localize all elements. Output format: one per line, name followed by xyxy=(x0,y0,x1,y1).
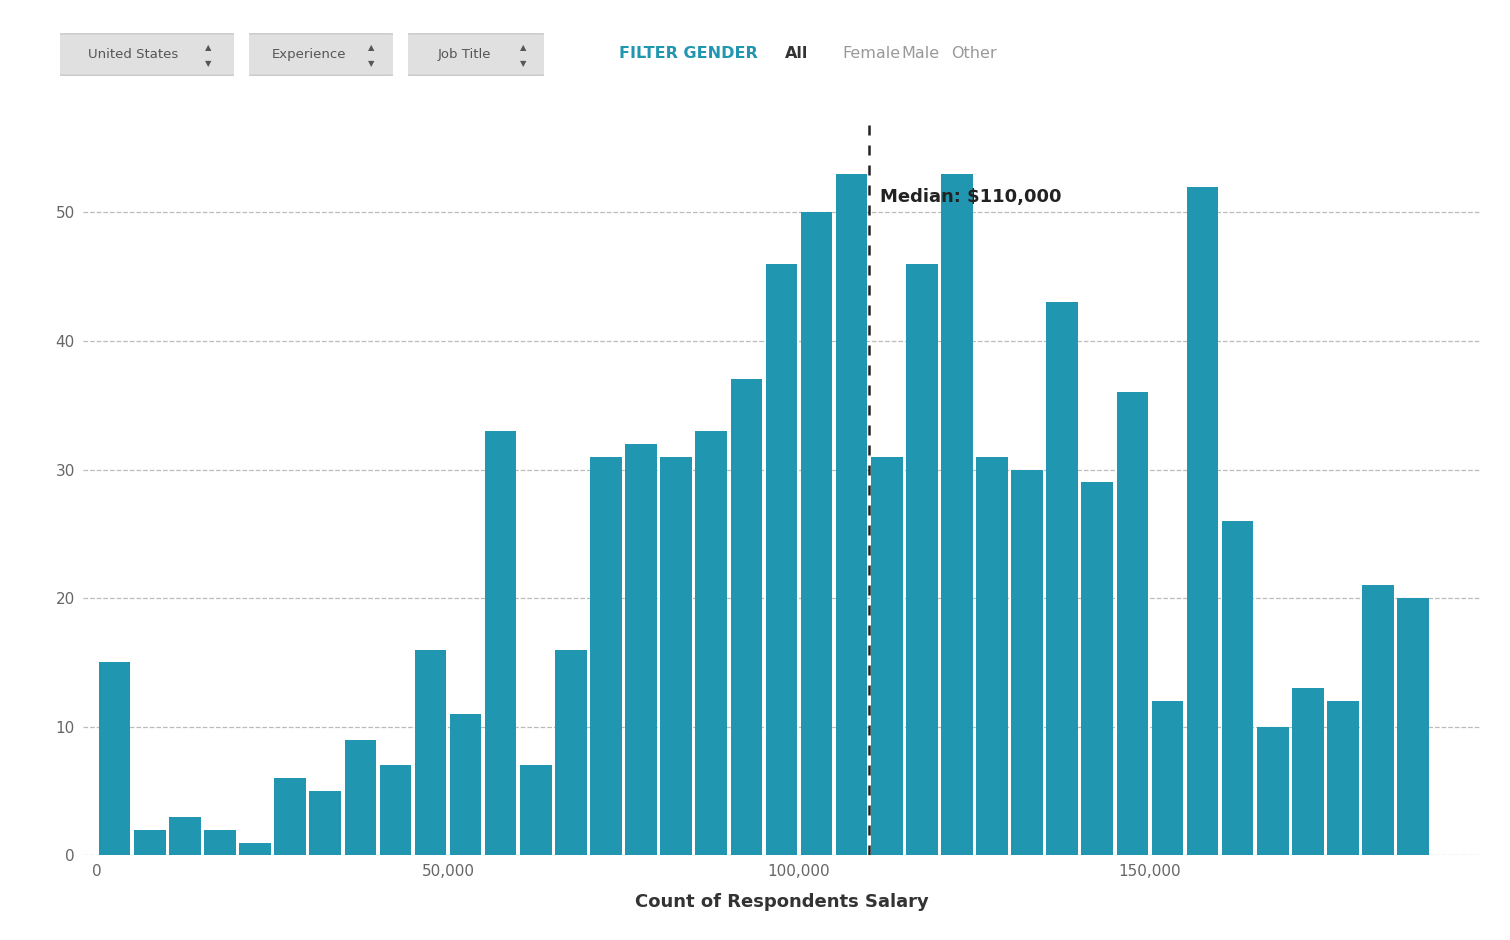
Bar xyxy=(1012,469,1043,855)
Bar xyxy=(731,380,763,855)
FancyBboxPatch shape xyxy=(405,34,547,75)
Bar xyxy=(660,457,692,855)
Bar xyxy=(1081,482,1113,855)
Text: Other: Other xyxy=(951,46,997,61)
Text: ▼: ▼ xyxy=(368,59,374,68)
Text: ▼: ▼ xyxy=(519,59,527,68)
Bar xyxy=(310,791,341,855)
Bar xyxy=(941,174,972,855)
Text: ▼: ▼ xyxy=(205,59,211,68)
Bar xyxy=(169,817,201,855)
Text: ▲: ▲ xyxy=(368,43,374,53)
Bar xyxy=(1152,701,1184,855)
Bar xyxy=(837,174,867,855)
Bar xyxy=(1116,392,1148,855)
FancyBboxPatch shape xyxy=(246,34,396,75)
Text: Experience: Experience xyxy=(272,48,347,61)
Bar xyxy=(239,842,270,855)
Text: Median: $110,000: Median: $110,000 xyxy=(880,188,1062,206)
FancyBboxPatch shape xyxy=(57,34,237,75)
Bar xyxy=(379,765,411,855)
Bar xyxy=(975,457,1007,855)
X-axis label: Count of Respondents Salary: Count of Respondents Salary xyxy=(634,893,929,911)
Bar xyxy=(450,713,482,855)
Bar xyxy=(906,264,938,855)
Bar xyxy=(134,830,166,855)
Bar xyxy=(98,663,130,855)
Text: Female: Female xyxy=(843,46,900,61)
Bar xyxy=(556,650,587,855)
Bar xyxy=(1327,701,1359,855)
Text: Male: Male xyxy=(901,46,939,61)
Bar xyxy=(1256,727,1288,855)
Bar xyxy=(1187,186,1219,855)
Bar xyxy=(1222,521,1253,855)
Bar xyxy=(590,457,622,855)
Bar xyxy=(871,457,903,855)
Bar xyxy=(1293,688,1324,855)
Bar xyxy=(344,740,376,855)
Bar xyxy=(204,830,236,855)
Bar xyxy=(625,444,657,855)
Bar xyxy=(800,212,832,855)
Bar xyxy=(766,264,797,855)
Text: Job Title: Job Title xyxy=(438,48,492,61)
Bar xyxy=(415,650,447,855)
Text: All: All xyxy=(785,46,808,61)
Bar xyxy=(1046,303,1078,855)
Bar xyxy=(519,765,551,855)
Text: ▲: ▲ xyxy=(519,43,527,53)
Bar xyxy=(696,431,726,855)
Bar xyxy=(1397,598,1428,855)
Text: FILTER GENDER: FILTER GENDER xyxy=(619,46,758,61)
Bar xyxy=(1362,586,1394,855)
Text: United States: United States xyxy=(88,48,178,61)
Bar xyxy=(485,431,516,855)
Text: ▲: ▲ xyxy=(205,43,211,53)
Bar xyxy=(275,778,307,855)
